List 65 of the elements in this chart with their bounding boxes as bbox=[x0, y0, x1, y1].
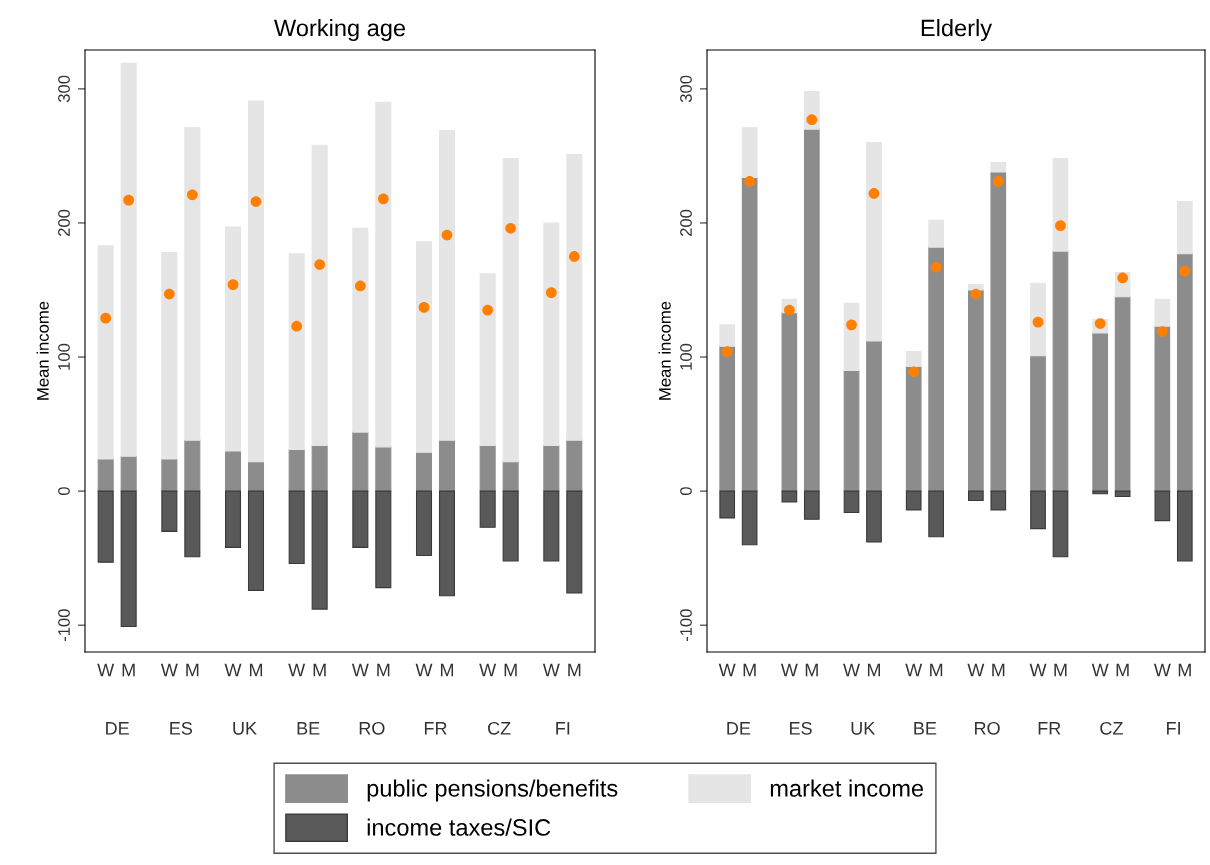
x-tick-label: M bbox=[249, 663, 263, 677]
x-tick-label: M bbox=[867, 663, 881, 677]
legend-label: income taxes/SIC bbox=[367, 818, 551, 836]
x-tick-label: M bbox=[440, 663, 454, 677]
y-tick-label: 0 bbox=[680, 487, 692, 496]
y-tick-label: -100 bbox=[680, 609, 692, 642]
x-tick-label: M bbox=[1116, 663, 1129, 677]
x-tick-label: W bbox=[905, 663, 923, 677]
y-tick-label: 200 bbox=[680, 209, 692, 237]
x-tick-label: W bbox=[351, 663, 369, 677]
x-tick-label: M bbox=[186, 663, 199, 677]
x-tick-label: M bbox=[805, 663, 818, 677]
x-tick-label: W bbox=[718, 663, 736, 677]
text: FI bbox=[1167, 722, 1180, 735]
x-tick-label: W bbox=[1091, 663, 1109, 677]
x-tick-label: M bbox=[568, 663, 581, 677]
x-tick-label: M bbox=[377, 663, 390, 677]
y-tick-label: 100 bbox=[58, 343, 70, 370]
x-tick-label: W bbox=[97, 663, 115, 677]
text: UK bbox=[851, 722, 876, 735]
x-tick-label: W bbox=[1153, 663, 1171, 677]
text: ES bbox=[790, 721, 812, 735]
text: FI bbox=[556, 722, 570, 735]
x-tick-label: W bbox=[288, 663, 306, 677]
y-tick-label: 300 bbox=[58, 75, 70, 103]
x-tick-label: M bbox=[122, 663, 135, 677]
x-tick-label: W bbox=[967, 663, 985, 677]
chart-title: Working age bbox=[274, 19, 406, 42]
legend-label: public pensions/benefits bbox=[367, 779, 618, 802]
x-tick-label: M bbox=[1178, 663, 1191, 677]
legend-label: market income bbox=[770, 779, 924, 797]
x-tick-label: M bbox=[313, 663, 326, 677]
x-tick-label: W bbox=[224, 663, 242, 677]
text: FR bbox=[424, 722, 447, 735]
y-axis-title: Mean income bbox=[36, 301, 49, 400]
x-tick-label: W bbox=[780, 663, 798, 677]
text: UK bbox=[233, 722, 257, 735]
x-tick-label: M bbox=[743, 663, 756, 677]
x-tick-label: W bbox=[479, 663, 497, 677]
x-tick-label: W bbox=[160, 663, 178, 677]
text: RO bbox=[359, 721, 385, 735]
chart-title: Elderly bbox=[921, 19, 993, 42]
text: DE bbox=[727, 722, 751, 735]
x-tick-label: W bbox=[415, 663, 433, 677]
text: DE bbox=[106, 722, 129, 735]
y-axis-title: Mean income bbox=[658, 301, 671, 400]
text: CZ bbox=[1100, 721, 1123, 735]
x-tick-label: M bbox=[504, 663, 517, 677]
y-tick-label: 200 bbox=[58, 209, 70, 237]
x-tick-label: W bbox=[843, 663, 860, 677]
x-tick-label: M bbox=[1054, 663, 1067, 677]
x-tick-label: M bbox=[992, 663, 1005, 677]
x-tick-label: M bbox=[930, 663, 943, 677]
text: BE bbox=[914, 722, 937, 735]
text: BE bbox=[297, 722, 320, 735]
y-tick-label: 100 bbox=[680, 343, 692, 370]
y-tick-label: 0 bbox=[58, 487, 70, 496]
y-tick-label: 300 bbox=[680, 75, 692, 103]
text: CZ bbox=[488, 721, 511, 735]
text: ES bbox=[170, 721, 193, 735]
text: FR bbox=[1038, 722, 1061, 735]
x-tick-label: W bbox=[1029, 663, 1047, 677]
x-tick-label: W bbox=[542, 663, 560, 677]
text: RO bbox=[975, 721, 1000, 735]
y-tick-label: -100 bbox=[58, 609, 70, 642]
